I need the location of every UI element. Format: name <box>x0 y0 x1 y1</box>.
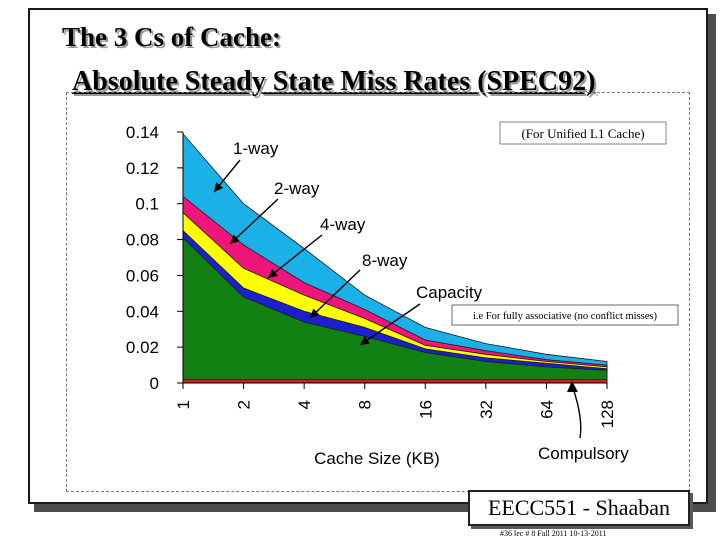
annotation-fully-associative: i.e For fully associative (no conflict m… <box>473 311 658 322</box>
slide-frame <box>28 8 708 504</box>
subtitle-box <box>499 121 667 145</box>
arrow-8-way-head <box>310 308 320 318</box>
y-tick-label-0-14: 0.14 <box>126 123 159 142</box>
y-tick-label-0-1: 0.1 <box>135 195 159 214</box>
arrow-2-way-line <box>229 198 279 245</box>
x-tick-label-32: 32 <box>477 400 496 419</box>
tick-labels-group: 0 0.02 0.04 0.06 0.08 0.1 0.12 0.14 1 2 4 8 16 32 64 12… <box>126 123 617 468</box>
arrow-compulsory-head <box>567 381 578 392</box>
arrow-compulsory-line <box>572 387 582 439</box>
y-tick-label-0: 0 <box>150 374 159 393</box>
y-tick-label-0-02: 0.02 <box>126 338 159 357</box>
lecture-note: #36 lec # 8 Fall 2011 10-13-2011 <box>500 529 607 538</box>
annotation-1-way: 1-way <box>233 139 279 158</box>
annotation-2-way: 2-way <box>274 179 320 198</box>
annotation-compulsory: Compulsory <box>538 444 629 463</box>
y-tick-label-0-12: 0.12 <box>126 159 159 178</box>
x-tick-label-8: 8 <box>356 400 375 409</box>
arrow-2-way-head <box>230 234 240 244</box>
series-area-compulsory <box>182 379 608 384</box>
x-tick-label-128: 128 <box>598 400 617 428</box>
slide-title: The 3 Cs of Cache: <box>62 22 281 52</box>
arrow-capacity-head <box>360 336 370 345</box>
y-tick-label-0-06: 0.06 <box>126 266 159 285</box>
arrow-1-way-head <box>214 182 224 192</box>
fully-associative-box <box>451 304 679 326</box>
annotation-4-way: 4-way <box>320 215 366 234</box>
chart-border <box>66 92 690 492</box>
annotation-8-way: 8-way <box>362 251 408 270</box>
arrow-4-way-head <box>268 268 278 278</box>
annotation-capacity: Capacity <box>416 283 483 302</box>
x-axis-title: Cache Size (KB) <box>314 449 440 468</box>
arrow-8-way-line <box>309 269 361 319</box>
x-tick-label-4: 4 <box>295 400 314 409</box>
area-series-group <box>182 132 608 384</box>
arrow-4-way-line <box>267 234 323 279</box>
y-tick-label-0-04: 0.04 <box>126 302 159 321</box>
chart-subtitle: (For Unified L1 Cache) <box>521 126 644 141</box>
x-tick-label-64: 64 <box>537 400 556 419</box>
arrow-capacity-line <box>359 303 421 346</box>
course-footer: EECC551 - Shaaban <box>468 490 690 526</box>
x-tick-label-2: 2 <box>235 400 254 409</box>
series-area-capacity <box>182 236 608 384</box>
y-tick-label-0-08: 0.08 <box>126 231 159 250</box>
x-tick-label-1: 1 <box>174 400 193 409</box>
x-tick-label-16: 16 <box>416 400 435 419</box>
slide-subtitle: Absolute Steady State Miss Rates (SPEC92… <box>72 66 596 97</box>
axes-group <box>177 131 608 389</box>
